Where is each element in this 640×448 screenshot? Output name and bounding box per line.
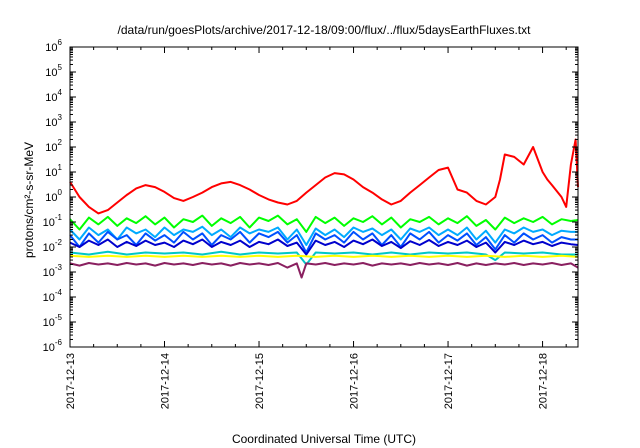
x-tick-label: 2017-12-16 [349,353,361,409]
x-tick-label: 2017-12-18 [538,353,550,409]
x-tick-label: 2017-12-17 [443,353,455,409]
x-axis-label: Coordinated Universal Time (UTC) [232,432,416,446]
y-tick-label: 10-6 [43,338,63,354]
y-tick-label: 105 [45,63,62,79]
y-tick-label: 101 [45,163,62,179]
series-layer [69,138,579,279]
y-tick-label: 10-5 [43,313,63,329]
y-tick-label: 106 [45,38,62,54]
y-tick-label: 104 [45,88,62,104]
y-axis-label: protons/cm²-s-sr-MeV [22,142,36,258]
x-tick-label: 2017-12-14 [160,353,172,409]
series-line-8 [69,262,579,279]
y-tick-label: 10-4 [43,288,63,304]
series-line-3 [69,225,578,246]
y-tick-label: 10-2 [43,238,63,254]
y-tick-label: 100 [45,188,62,204]
series-line-6 [69,250,578,266]
y-tick-label: 10-1 [43,213,63,229]
series-line-1 [69,138,579,215]
chart-title: /data/run/goesPlots/archive/2017-12-18/0… [118,23,532,37]
series-line-4 [69,230,578,254]
series-line-7 [69,254,579,258]
x-tick-label: 2017-12-13 [65,353,77,409]
plot-frame [69,46,579,348]
series-line-5 [69,238,579,256]
y-tick-label: 10-3 [43,263,63,279]
x-tick-label: 2017-12-15 [254,353,266,409]
y-tick-label: 103 [45,113,62,129]
y-tick-label: 102 [45,138,62,154]
series-line-2 [69,214,579,233]
